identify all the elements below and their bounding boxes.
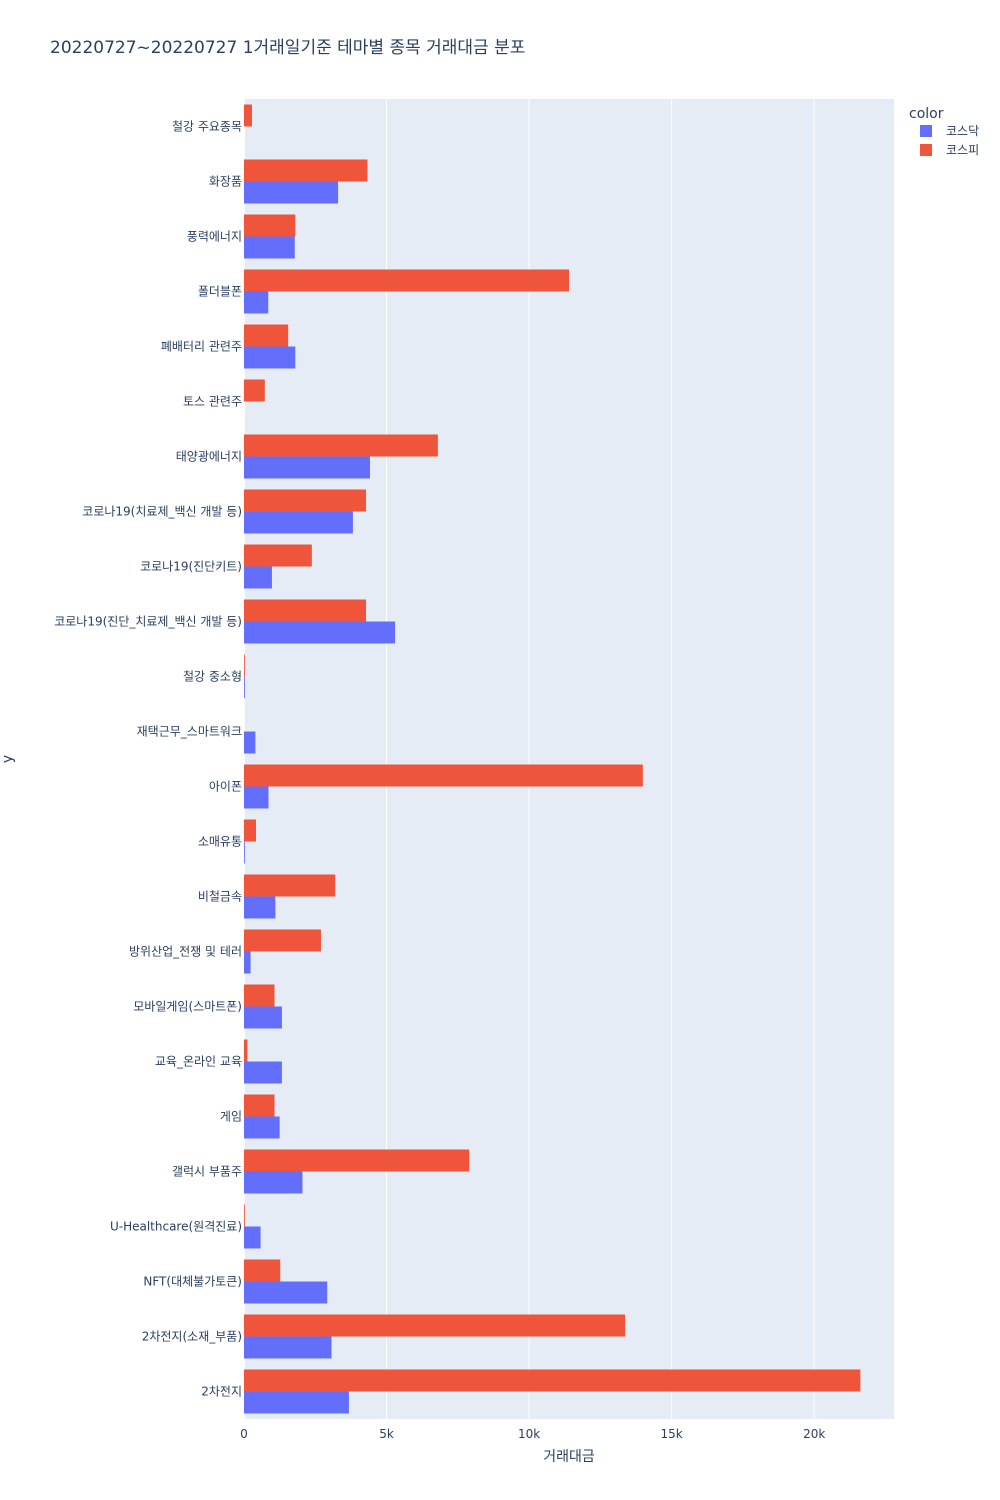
- bar-kospi: [244, 1259, 281, 1282]
- y-tick-label: 방위산업_전쟁 및 테러: [129, 945, 242, 959]
- y-tick-label: 풍력에너지: [187, 230, 242, 244]
- bar-kospi: [244, 819, 256, 842]
- bar-kospi: [244, 874, 336, 897]
- bar-kospi: [244, 1369, 861, 1392]
- legend-label: 코스닥: [946, 124, 979, 138]
- bar-kosdaq: [244, 621, 396, 644]
- y-tick-label: 2차전지(소재_부품): [142, 1330, 242, 1344]
- gridlines: [243, 99, 815, 1419]
- legend-swatch: [920, 125, 932, 137]
- bar-kosdaq: [244, 676, 245, 699]
- y-tick-label: 철강 주요종목: [172, 120, 242, 134]
- bar-kospi: [244, 984, 275, 1007]
- bar-kospi: [244, 489, 367, 512]
- bar-kospi: [244, 269, 569, 292]
- bar-kosdaq: [244, 1171, 303, 1194]
- y-tick-label: 폐배터리 관련주: [161, 340, 242, 354]
- bar-kosdaq: [244, 566, 272, 589]
- y-tick-label: 폴더블폰: [198, 285, 242, 299]
- bar-kosdaq: [244, 1116, 280, 1139]
- y-tick-label: 교육_온라인 교육: [155, 1055, 242, 1069]
- y-tick-label: 재택근무_스마트워크: [137, 725, 242, 739]
- bar-kospi: [244, 159, 368, 182]
- bar-kospi: [244, 1204, 245, 1227]
- y-tick-label: 코로나19(진단_치료제_백신 개발 등): [54, 615, 242, 629]
- y-tick-label: U-Healthcare(원격진료): [110, 1220, 242, 1234]
- bar-kospi: [244, 544, 312, 567]
- x-axis-ticks: 0 5k 10k 15k 20k: [240, 1427, 825, 1441]
- bar-kospi: [244, 379, 265, 402]
- bar-kosdaq: [244, 1061, 282, 1084]
- y-tick-label: 코로나19(치료제_백신 개발 등): [82, 505, 242, 519]
- x-tick-label: 0: [240, 1427, 248, 1441]
- x-tick-label: 5k: [379, 1427, 394, 1441]
- bar-kosdaq: [244, 1006, 282, 1029]
- y-tick-label: 화장품: [209, 175, 242, 189]
- bar-kospi: [244, 104, 252, 127]
- plot-background: [244, 99, 894, 1419]
- y-tick-label: NFT(대체불가토큰): [143, 1275, 242, 1289]
- x-tick-label: 10k: [518, 1427, 540, 1441]
- x-tick-label: 20k: [803, 1427, 825, 1441]
- bar-kosdaq: [244, 1226, 261, 1249]
- legend-swatch: [920, 144, 932, 156]
- y-tick-label: 갤럭시 부품주: [172, 1165, 242, 1179]
- y-tick-label: 철강 중소형: [183, 670, 242, 684]
- bar-kosdaq: [244, 181, 339, 204]
- x-tick-label: 15k: [661, 1427, 683, 1441]
- bar-kospi: [244, 1094, 275, 1117]
- y-axis-title: y: [0, 755, 16, 763]
- bar-kosdaq: [244, 291, 269, 314]
- bar-kospi: [244, 654, 245, 677]
- bar-kospi: [244, 1149, 470, 1172]
- bar-kospi: [244, 1039, 248, 1062]
- legend-title: color: [909, 106, 944, 122]
- bar-kosdaq: [244, 456, 371, 479]
- bar-kospi: [244, 929, 321, 952]
- bar-kospi: [244, 1314, 626, 1337]
- chart-title: 20220727~20220727 1거래일기준 테마별 종목 거래대금 분포: [50, 38, 526, 58]
- x-axis-title: 거래대금: [543, 1449, 595, 1465]
- bar-kosdaq: [244, 1391, 349, 1414]
- bar-kosdaq: [244, 1336, 332, 1359]
- y-tick-label: 2차전지: [201, 1385, 242, 1399]
- bar-kospi: [244, 434, 438, 457]
- y-tick-label: 소매유통: [198, 835, 242, 849]
- y-tick-label: 토스 관련주: [183, 395, 242, 409]
- bar-kosdaq: [244, 236, 295, 259]
- bar-kosdaq: [244, 951, 251, 974]
- bar-kospi: [244, 214, 296, 237]
- bar-kospi: [244, 764, 643, 787]
- y-tick-label: 코로나19(진단키트): [140, 560, 242, 574]
- legend-label: 코스피: [946, 143, 979, 157]
- bar-kospi: [244, 599, 367, 622]
- bar-kosdaq: [244, 511, 353, 534]
- bar-kosdaq: [244, 1281, 328, 1304]
- bar-kosdaq: [244, 896, 276, 919]
- bars: [244, 104, 861, 1414]
- y-tick-label: 게임: [220, 1110, 242, 1124]
- y-tick-label: 모바일게임(스마트폰): [133, 1000, 242, 1014]
- y-tick-label: 아이폰: [209, 780, 242, 794]
- bar-kosdaq: [244, 346, 296, 369]
- bar-kospi: [244, 324, 289, 347]
- bar-kosdaq: [244, 841, 245, 864]
- bar-kosdaq: [244, 731, 256, 754]
- y-tick-label: 비철금속: [198, 890, 242, 904]
- y-tick-label: 태양광에너지: [176, 450, 242, 464]
- bar-kosdaq: [244, 786, 269, 809]
